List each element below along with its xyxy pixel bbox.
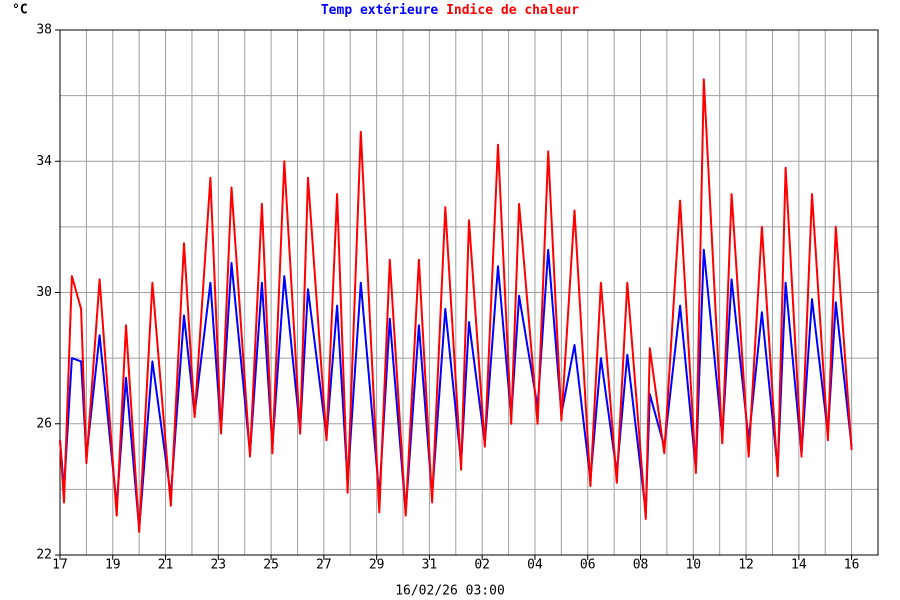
x-tick-label: 16 <box>844 558 860 573</box>
x-tick-label: 21 <box>158 558 174 573</box>
x-tick-label: 27 <box>316 558 332 573</box>
y-tick-label: 22 <box>36 548 52 563</box>
x-tick-label: 23 <box>210 558 226 573</box>
y-tick-label: 26 <box>36 416 52 431</box>
x-tick-label: 08 <box>633 558 649 573</box>
x-axis-label: 16/02/26 03:00 <box>395 584 505 599</box>
y-tick-label: 30 <box>36 285 52 300</box>
x-tick-label: 14 <box>791 558 807 573</box>
x-tick-label: 19 <box>105 558 121 573</box>
y-unit: °C <box>12 3 28 18</box>
x-tick-label: 10 <box>685 558 701 573</box>
x-tick-label: 04 <box>527 558 543 573</box>
x-tick-label: 31 <box>422 558 438 573</box>
legend-entry: Indice de chaleur <box>446 3 579 18</box>
legend-entry: Temp extérieure <box>321 3 439 18</box>
x-tick-label: 17 <box>52 558 68 573</box>
x-tick-label: 29 <box>369 558 385 573</box>
plot-frame <box>59 29 879 556</box>
x-tick-label: 25 <box>263 558 279 573</box>
y-tick-label: 38 <box>36 23 52 38</box>
x-tick-label: 02 <box>474 558 490 573</box>
legend: Temp extérieure Indice de chaleur <box>321 3 579 18</box>
x-tick-label: 12 <box>738 558 754 573</box>
y-tick-label: 34 <box>36 154 52 169</box>
data-line <box>59 78 853 533</box>
x-tick-label: 06 <box>580 558 596 573</box>
